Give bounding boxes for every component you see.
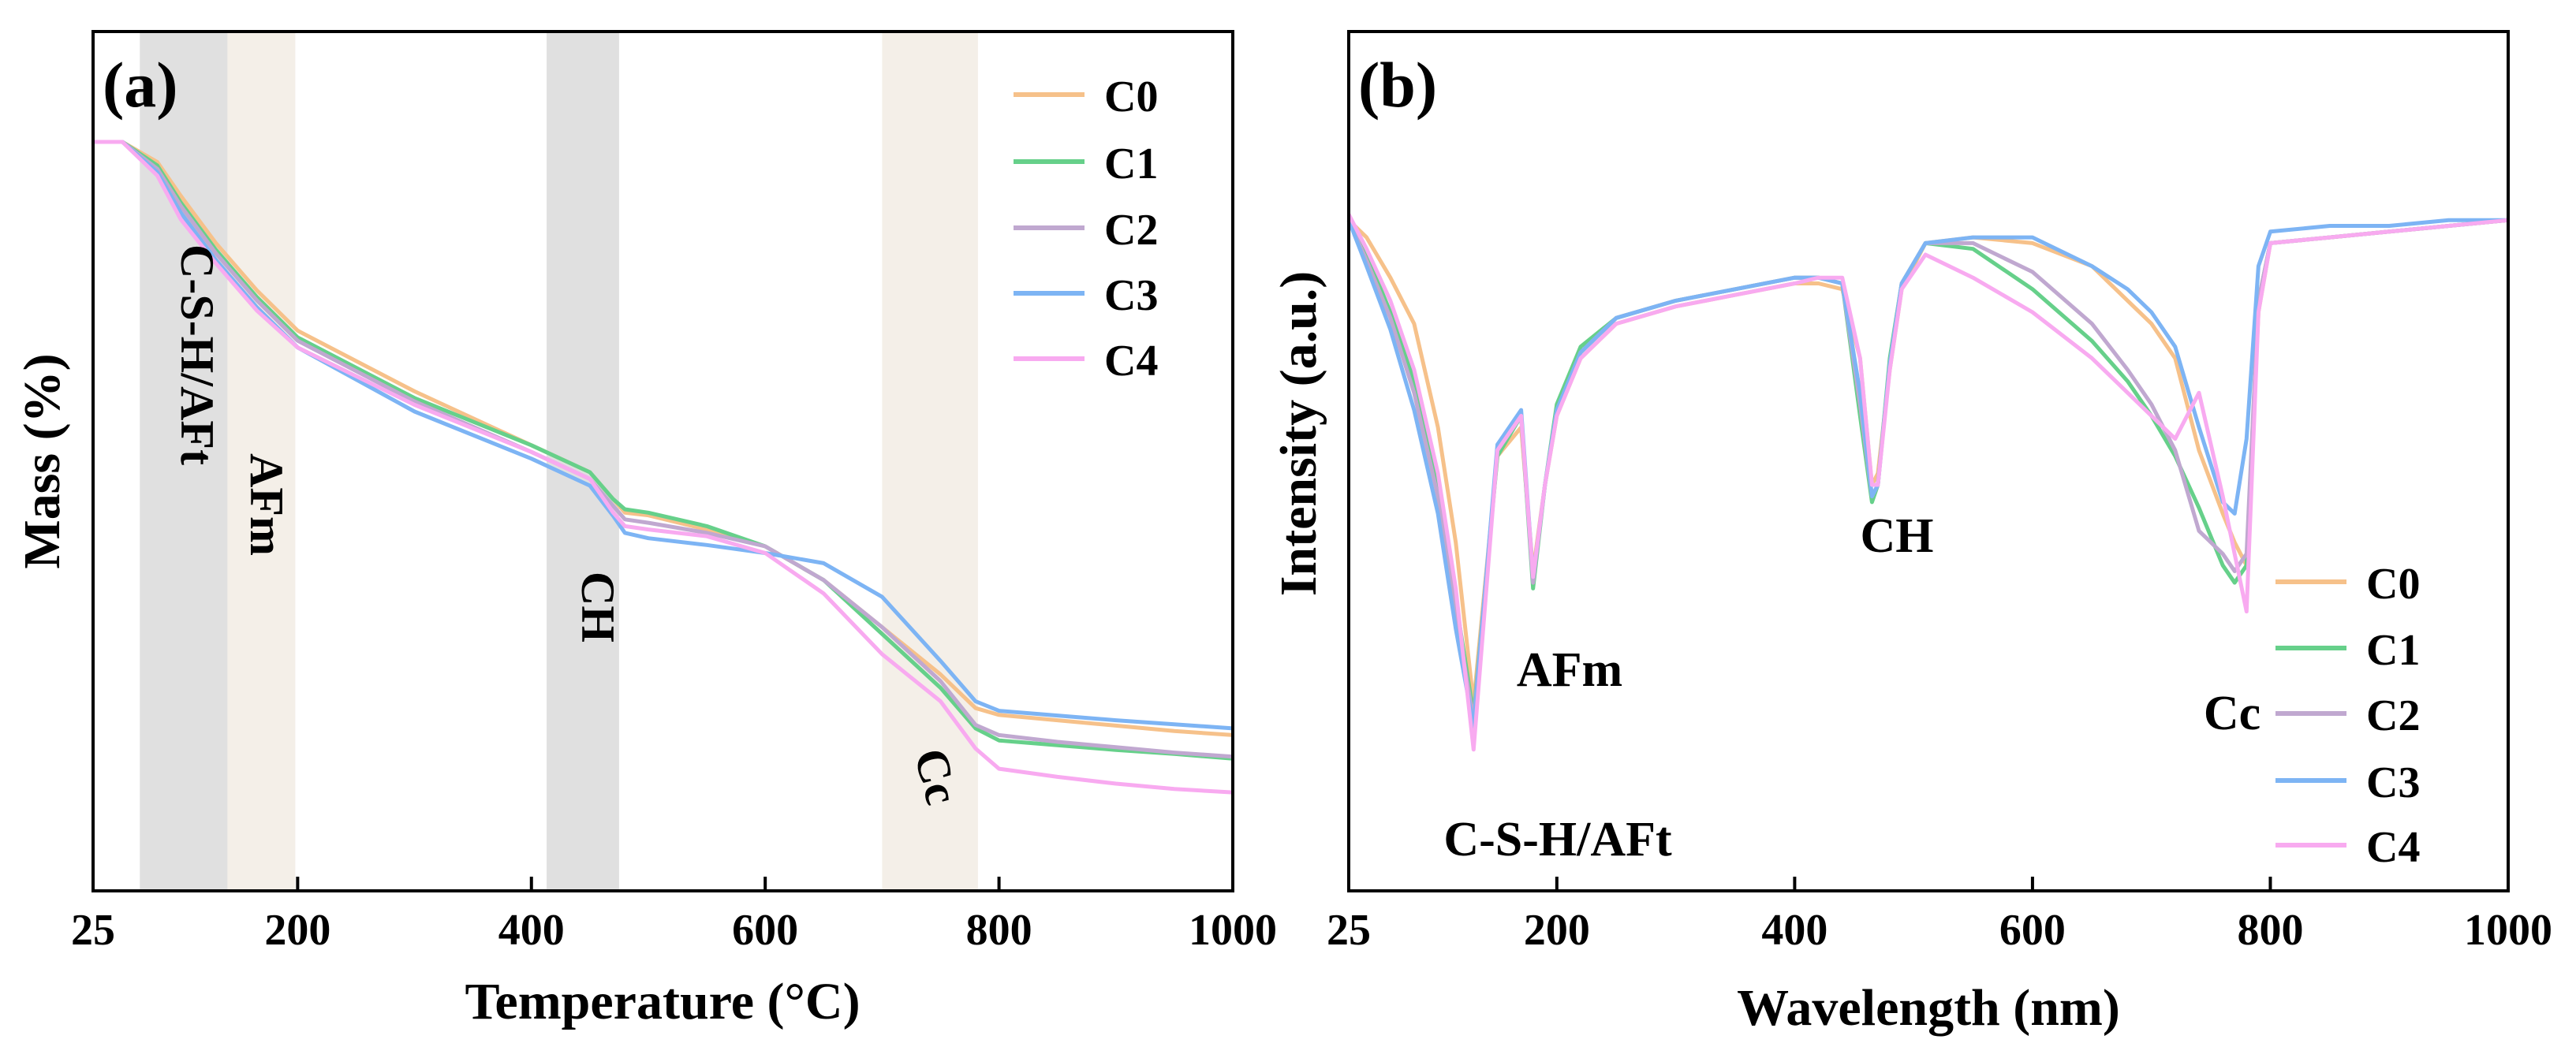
legend-a-label-c1: C1 [1104,140,1158,188]
panel-a-legend: C0 C1 C2 C3 C4 [1014,73,1158,386]
x-tick-label-a-25: 25 [71,906,115,955]
peak-label-ch: CH [1861,509,1934,563]
series-line-a-c0 [93,140,1234,737]
legend-a-label-c2: C2 [1104,206,1158,255]
panel-a-x-axis-label: Temperature (°C) [465,973,860,1030]
panel-b-plot-frame [1347,30,2510,892]
peak-label-cc: Cc [2204,687,2261,740]
panel-b-x-axis-label: Wavelength (nm) [1737,979,2120,1037]
legend-b-label-c4: C4 [2366,823,2420,872]
region-label-csh-aft: C-S-H/AFt [171,244,223,465]
series-line-a-c4 [93,140,1234,795]
x-tick-label-a-1000: 1000 [1189,906,1277,955]
x-tick-label-a-600: 600 [732,906,798,955]
panel-a-y-axis-label: Mass (%) [13,353,71,568]
panel-b-label: (b) [1358,49,1437,121]
panel-a-series-lines [93,140,1234,795]
panel-a-label: (a) [103,49,178,121]
peak-label-csh-aft: C-S-H/AFt [1443,813,1672,866]
x-tick-label-a-200: 200 [264,906,330,955]
series-line-a-c2 [93,140,1234,759]
x-tick-label-b-800: 800 [2237,906,2303,955]
series-line-b-c4 [1346,213,2509,752]
legend-b-label-c3: C3 [2366,758,2420,807]
shaded-region-2 [547,32,619,891]
legend-a-label-c0: C0 [1104,73,1158,121]
x-tick-label-a-800: 800 [966,906,1032,955]
region-label-afm: AFm [241,453,293,556]
shaded-region-3 [882,32,978,891]
legend-a-label-c4: C4 [1104,337,1158,386]
panel-b-x-ticks: 25 200 400 600 800 1000 [1327,877,2552,955]
x-tick-label-a-400: 400 [498,906,565,955]
region-label-ch: CH [572,572,624,643]
panel-b-spectrum-chart: 25 200 400 600 800 1000 (b) C-S-H/AFt AFm CH … [1270,30,2552,1037]
legend-a-label-c3: C3 [1104,271,1158,320]
panel-b-legend: C0 C1 C2 C3 C4 [2275,560,2420,872]
legend-b-label-c2: C2 [2366,691,2420,740]
peak-label-afm: AFm [1517,643,1622,697]
panel-b-series-lines [1346,213,2509,752]
legend-b-label-c1: C1 [2366,626,2420,675]
panel-a-shaded-regions [140,32,978,891]
panel-a-plot-frame [91,30,1234,892]
x-tick-label-b-200: 200 [1524,906,1590,955]
series-line-a-c1 [93,140,1234,761]
legend-b-label-c0: C0 [2366,560,2420,609]
x-tick-label-b-400: 400 [1761,906,1827,955]
x-tick-label-b-1000: 1000 [2464,906,2552,955]
panel-a-tga-chart: 25 200 400 600 800 1000 (a) C-S-H/AFt AFm CH … [13,30,1277,1030]
x-tick-label-b-600: 600 [1999,906,2066,955]
panel-b-y-axis-label: Intensity (a.u.) [1270,271,1327,597]
panel-a-x-ticks: 25 200 400 600 800 1000 [71,877,1277,955]
series-line-a-c3 [93,140,1234,731]
x-tick-label-b-25: 25 [1327,906,1371,955]
shaded-region-1 [227,32,296,891]
